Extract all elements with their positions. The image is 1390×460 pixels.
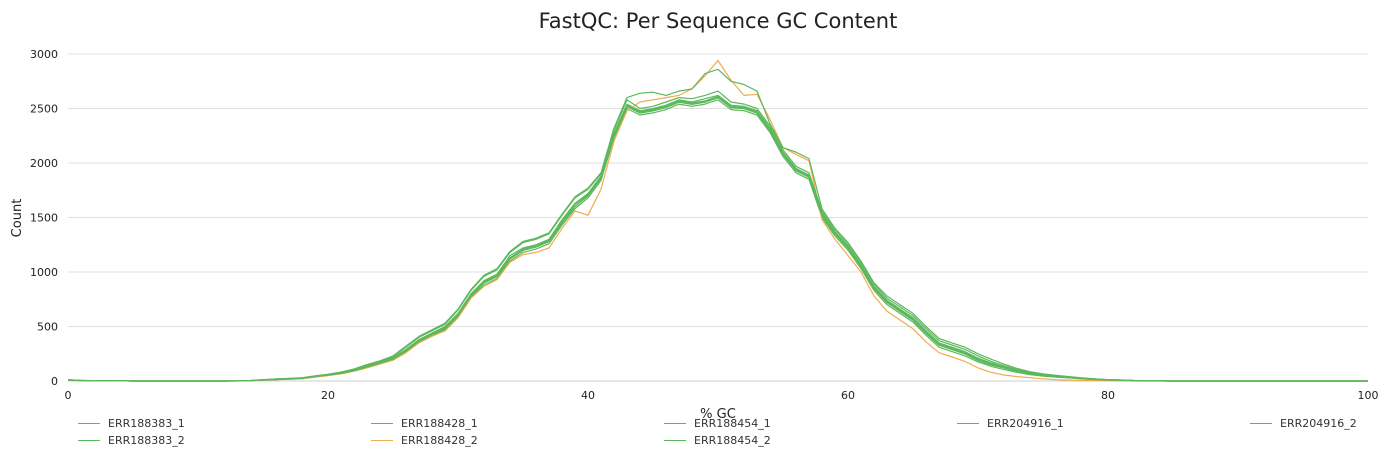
x-tick-label: 60	[841, 389, 855, 402]
legend-item-err188454_2[interactable]: ERR188454_2	[664, 433, 771, 447]
legend-label: ERR188383_2	[108, 433, 185, 447]
legend-swatch	[664, 422, 686, 424]
series-line-err188454_2	[67, 97, 1368, 382]
series-line-err188454_1	[67, 95, 1368, 382]
legend-swatch	[78, 422, 100, 424]
legend-label: ERR188383_1	[108, 416, 185, 430]
series-line-err188383_2	[67, 94, 1368, 382]
legend-label: ERR188428_2	[401, 433, 478, 447]
legend-label: ERR188454_2	[694, 433, 771, 447]
legend-label: ERR188428_1	[401, 416, 478, 430]
y-tick-label: 500	[37, 321, 58, 334]
x-tick-label: 20	[321, 389, 335, 402]
y-tick-label: 0	[51, 375, 58, 388]
legend-item-err188454_1[interactable]: ERR188454_1	[664, 416, 771, 430]
y-tick-label: 1500	[30, 212, 58, 225]
x-tick-label: 0	[65, 389, 72, 402]
x-axis-ticks: 0 20 40 60 80 100	[65, 389, 1379, 402]
series-line-err204916_1	[67, 90, 1368, 382]
legend-swatch	[1250, 422, 1272, 424]
legend-swatch	[664, 439, 686, 441]
legend-item-err204916_2[interactable]: ERR204916_2	[1250, 416, 1357, 430]
y-tick-label: 3000	[30, 48, 58, 61]
y-axis-ticks: 0 500 1000 1500 2000 2500 3000	[30, 48, 58, 388]
y-tick-label: 1000	[30, 266, 58, 279]
y-tick-label: 2500	[30, 103, 58, 116]
gridlines	[68, 53, 1368, 327]
x-axis-label: % GC	[700, 407, 736, 422]
legend-item-err204916_1[interactable]: ERR204916_1	[957, 416, 1064, 430]
series-line-err188383_1	[67, 96, 1368, 382]
legend-swatch	[371, 439, 393, 441]
y-axis-label: Count	[10, 199, 25, 238]
series-line-err204916_2	[67, 68, 1368, 382]
y-tick-label: 2000	[30, 157, 58, 170]
chart-title: FastQC: Per Sequence GC Content	[539, 9, 898, 33]
legend-label: ERR204916_1	[987, 416, 1064, 430]
legend-swatch	[957, 422, 979, 424]
legend-item-err188428_2[interactable]: ERR188428_2	[371, 433, 478, 447]
x-tick-label: 40	[581, 389, 595, 402]
legend-item-err188428_1[interactable]: ERR188428_1	[371, 416, 478, 430]
legend-swatch	[371, 422, 393, 424]
x-tick-label: 100	[1358, 389, 1379, 402]
legend-item-err188383_1[interactable]: ERR188383_1	[78, 416, 185, 430]
legend-swatch	[78, 439, 100, 441]
legend-item-err188383_2[interactable]: ERR188383_2	[78, 433, 185, 447]
legend-label: ERR188454_1	[694, 416, 771, 430]
series-line-err188428_1	[67, 99, 1368, 382]
legend-label: ERR204916_2	[1280, 416, 1357, 430]
x-tick-label: 80	[1101, 389, 1115, 402]
series-lines	[67, 59, 1368, 382]
